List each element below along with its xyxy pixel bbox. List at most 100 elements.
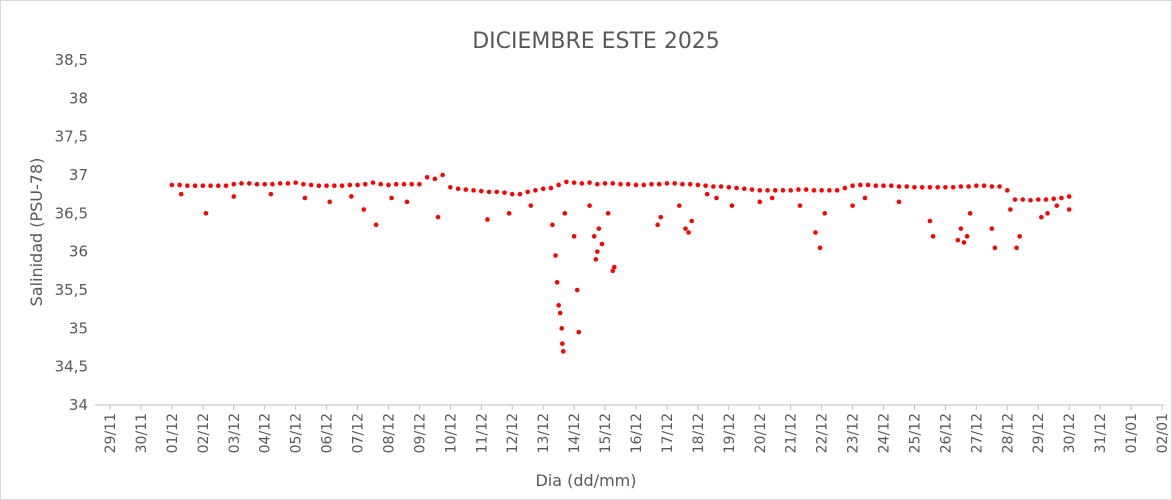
chart-title: DICIEMBRE ESTE 2025 [472,29,720,54]
point [655,222,660,228]
y-tick-label: 34,5 [55,358,88,376]
point [417,181,422,187]
point [277,181,283,186]
point [803,187,809,192]
point [896,184,902,189]
point [822,211,828,216]
point [610,181,616,186]
point [780,188,786,193]
point [556,182,561,188]
point [389,195,394,201]
x-tick-label: 05/12 [289,413,305,453]
x-tick-label: 08/12 [381,413,397,453]
point [680,181,685,187]
point [658,214,664,220]
point [989,226,995,231]
point [711,184,716,189]
x-tick-label: 01/12 [165,413,181,453]
point [796,187,801,192]
x-tick-label: 29/12 [1031,413,1047,453]
x-tick-label: 18/12 [691,413,707,453]
point [981,183,987,189]
point [1012,197,1018,202]
y-tick-label: 37 [69,166,88,184]
point [576,329,582,335]
point [587,180,592,185]
point [686,230,691,235]
x-tick-label: 09/12 [412,413,428,453]
point [347,182,353,188]
point [571,234,577,239]
point [533,188,538,193]
point [943,184,948,190]
point [478,188,484,194]
point [393,181,399,187]
point [967,211,973,216]
point [757,199,763,205]
point [757,188,763,193]
point [633,182,639,188]
point [378,181,384,187]
point [485,217,490,222]
point [964,234,970,239]
point [1066,207,1072,212]
point [349,194,354,199]
point [992,245,998,251]
point [726,184,732,190]
x-tick-label: 25/12 [907,413,923,453]
point [966,184,971,189]
point [1008,207,1013,212]
point [704,191,710,197]
x-tick-label: 31/12 [1093,413,1109,453]
point [769,195,775,201]
point [1017,234,1022,239]
point [557,310,563,316]
point [200,183,206,189]
point [432,176,438,182]
x-tick-label: 21/12 [784,413,800,453]
point [664,181,670,186]
point [254,181,260,187]
point [471,188,476,193]
point [741,186,747,192]
point [362,181,368,187]
point [324,183,329,189]
point [819,188,824,193]
point [517,191,523,197]
x-tick-label: 04/12 [258,413,274,453]
point [401,181,407,187]
point [873,183,879,189]
point [455,186,461,192]
point [1059,195,1064,201]
point [268,191,274,197]
point [896,199,902,205]
point [424,175,430,180]
point [817,245,823,251]
y-tick-label: 35 [69,319,88,337]
x-tick-label: 19/12 [722,413,738,453]
point [958,226,964,231]
point [813,230,818,235]
point [386,182,391,188]
point [571,180,577,185]
point [1039,214,1044,220]
point [935,184,940,190]
point [961,240,967,245]
point [714,195,719,201]
point [192,183,198,189]
point [1004,188,1010,193]
point [301,181,306,187]
point [486,189,492,195]
point [625,181,631,187]
point [550,222,555,228]
point [734,185,739,191]
point [641,182,647,188]
point [605,211,611,216]
point [169,182,175,188]
x-tick-label: 17/12 [660,413,676,453]
point [687,181,693,187]
point [509,191,515,197]
point [562,211,568,216]
point [904,184,910,189]
